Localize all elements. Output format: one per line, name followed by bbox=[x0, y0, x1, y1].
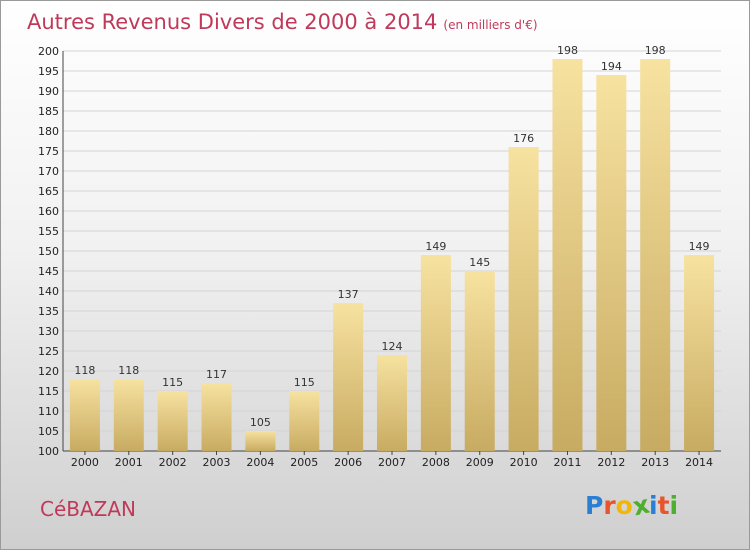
y-tick-label: 110 bbox=[38, 405, 59, 418]
bar-2005 bbox=[289, 391, 320, 451]
bar-2000 bbox=[69, 379, 100, 451]
data-label: 198 bbox=[557, 44, 578, 57]
y-tick-label: 185 bbox=[38, 105, 59, 118]
y-tick-label: 190 bbox=[38, 85, 59, 98]
y-tick-label: 195 bbox=[38, 65, 59, 78]
x-tick-label: 2000 bbox=[71, 456, 99, 469]
x-tick-label: 2007 bbox=[378, 456, 406, 469]
x-tick-label: 2002 bbox=[159, 456, 187, 469]
y-tick-label: 125 bbox=[38, 345, 59, 358]
data-labels: 118 118 115 117 105 115 137 124 149 145 176 198 194 1… bbox=[74, 44, 709, 429]
bar-2009 bbox=[464, 271, 495, 451]
data-label: 115 bbox=[294, 376, 315, 389]
x-tick-label: 2009 bbox=[466, 456, 494, 469]
x-tick-labels: 2000 2001 2002 2003 2004 2005 2006 2007 2008 2009… bbox=[71, 456, 713, 469]
data-label: 176 bbox=[513, 132, 534, 145]
x-tick-label: 2013 bbox=[641, 456, 669, 469]
data-label: 124 bbox=[382, 340, 403, 353]
logo-letter: P bbox=[585, 491, 604, 520]
data-label: 194 bbox=[601, 60, 622, 73]
y-tick-label: 135 bbox=[38, 305, 59, 318]
x-tick-label: 2010 bbox=[510, 456, 538, 469]
data-label: 198 bbox=[645, 44, 666, 57]
data-label: 118 bbox=[74, 364, 95, 377]
y-tick-label: 145 bbox=[38, 265, 59, 278]
x-tick-label: 2011 bbox=[553, 456, 581, 469]
data-label: 115 bbox=[162, 376, 183, 389]
data-label: 149 bbox=[689, 240, 710, 253]
x-tick-label: 2005 bbox=[290, 456, 318, 469]
y-tick-label: 100 bbox=[38, 445, 59, 458]
chart-title-unit: (en milliers d'€) bbox=[443, 18, 538, 32]
chart-title-text: Autres Revenus Divers de 2000 à 2014 bbox=[27, 10, 438, 34]
y-tick-label: 150 bbox=[38, 245, 59, 258]
x-tick-label: 2014 bbox=[685, 456, 713, 469]
bar-2010 bbox=[508, 147, 539, 451]
x-tick-label: 2006 bbox=[334, 456, 362, 469]
data-label: 118 bbox=[118, 364, 139, 377]
data-label: 137 bbox=[338, 288, 359, 301]
y-tick-label: 155 bbox=[38, 225, 59, 238]
data-label: 145 bbox=[469, 256, 490, 269]
y-tick-label: 165 bbox=[38, 185, 59, 198]
bar-2014 bbox=[684, 255, 715, 451]
y-tick-label: 160 bbox=[38, 205, 59, 218]
bar-2011 bbox=[552, 59, 583, 451]
y-tick-label: 200 bbox=[38, 45, 59, 58]
logo-letter: t bbox=[657, 491, 670, 520]
y-tick-label: 120 bbox=[38, 365, 59, 378]
y-tick-label: 175 bbox=[38, 145, 59, 158]
y-tick-label: 105 bbox=[38, 425, 59, 438]
chart-title: Autres Revenus Divers de 2000 à 2014 (en … bbox=[27, 10, 538, 34]
y-tick-label: 180 bbox=[38, 125, 59, 138]
commune-name: CéBAZAN bbox=[40, 497, 137, 521]
logo-letter: o bbox=[615, 491, 633, 520]
x-tick-label: 2003 bbox=[203, 456, 231, 469]
bar-2003 bbox=[201, 383, 232, 451]
bar-2013 bbox=[640, 59, 671, 451]
x-tick-label: 2012 bbox=[597, 456, 625, 469]
bar-2012 bbox=[596, 75, 627, 451]
data-label: 105 bbox=[250, 416, 271, 429]
bar-2002 bbox=[157, 391, 188, 451]
logo-letter: i bbox=[649, 491, 658, 520]
y-tick-label: 115 bbox=[38, 385, 59, 398]
y-tick-label: 140 bbox=[38, 285, 59, 298]
y-tick-labels: 100 105 110 115 120 125 130 135 140 145 150 155 160 1… bbox=[38, 45, 59, 458]
bar-2001 bbox=[113, 379, 144, 451]
y-tick-label: 170 bbox=[38, 165, 59, 178]
bar-2008 bbox=[420, 255, 451, 451]
logo-letter: r bbox=[603, 491, 616, 520]
y-tick-label: 130 bbox=[38, 325, 59, 338]
x-tick-label: 2008 bbox=[422, 456, 450, 469]
logo-letter: i bbox=[669, 491, 679, 520]
x-tick-label: 2001 bbox=[115, 456, 143, 469]
x-tick-label: 2004 bbox=[246, 456, 274, 469]
data-label: 149 bbox=[425, 240, 446, 253]
bars bbox=[69, 59, 715, 451]
bar-2006 bbox=[333, 303, 364, 451]
bar-2007 bbox=[377, 355, 407, 451]
proxiti-logo: Proxiti bbox=[585, 490, 679, 522]
bar-2004 bbox=[245, 431, 276, 451]
data-label: 117 bbox=[206, 368, 227, 381]
